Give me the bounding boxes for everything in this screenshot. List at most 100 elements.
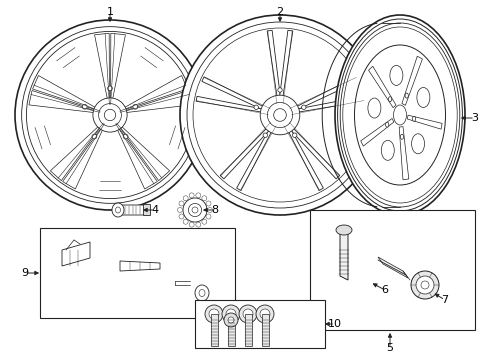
Text: 1: 1 [106, 7, 114, 17]
Ellipse shape [196, 193, 201, 198]
Ellipse shape [26, 31, 194, 199]
Polygon shape [284, 121, 340, 179]
FancyBboxPatch shape [121, 205, 145, 215]
Text: 9: 9 [22, 268, 28, 278]
Polygon shape [278, 30, 293, 106]
Ellipse shape [400, 134, 404, 139]
Text: 6: 6 [382, 285, 389, 295]
Ellipse shape [416, 276, 434, 294]
Ellipse shape [199, 289, 205, 297]
Ellipse shape [393, 105, 407, 125]
Ellipse shape [98, 104, 122, 126]
Polygon shape [62, 242, 90, 266]
Ellipse shape [278, 88, 282, 92]
Polygon shape [63, 123, 105, 189]
Ellipse shape [239, 305, 257, 323]
Ellipse shape [22, 27, 198, 203]
Ellipse shape [386, 122, 389, 127]
Ellipse shape [413, 116, 416, 121]
Polygon shape [119, 90, 191, 113]
Ellipse shape [108, 86, 112, 91]
Ellipse shape [205, 305, 223, 323]
Ellipse shape [133, 104, 138, 109]
Text: 3: 3 [471, 113, 479, 123]
Text: 2: 2 [276, 7, 284, 17]
Ellipse shape [335, 15, 465, 215]
Ellipse shape [206, 214, 211, 219]
Polygon shape [284, 122, 323, 190]
Ellipse shape [192, 207, 198, 213]
Ellipse shape [389, 97, 392, 102]
Ellipse shape [93, 98, 127, 132]
Ellipse shape [338, 19, 463, 211]
Polygon shape [237, 122, 276, 190]
Polygon shape [288, 77, 358, 113]
Text: 10: 10 [328, 319, 342, 329]
Ellipse shape [293, 133, 297, 138]
Ellipse shape [301, 105, 306, 109]
Ellipse shape [195, 285, 209, 301]
Ellipse shape [226, 309, 236, 319]
Polygon shape [95, 33, 109, 105]
Ellipse shape [222, 305, 240, 323]
Text: 5: 5 [387, 343, 393, 353]
Ellipse shape [390, 66, 403, 85]
Ellipse shape [411, 271, 439, 299]
Ellipse shape [243, 309, 253, 319]
Ellipse shape [228, 317, 234, 323]
Ellipse shape [183, 219, 188, 224]
Ellipse shape [15, 20, 205, 210]
Text: 7: 7 [441, 295, 448, 305]
Polygon shape [361, 118, 394, 146]
Bar [195, 300, 325, 348]
Polygon shape [407, 115, 442, 129]
Ellipse shape [82, 104, 87, 109]
Ellipse shape [381, 140, 394, 160]
Ellipse shape [207, 207, 213, 212]
Ellipse shape [123, 134, 128, 139]
Polygon shape [50, 122, 104, 181]
Polygon shape [202, 77, 272, 113]
Ellipse shape [183, 196, 188, 201]
Ellipse shape [202, 219, 207, 224]
Ellipse shape [260, 95, 300, 135]
Ellipse shape [405, 93, 408, 98]
Polygon shape [288, 96, 364, 114]
Text: 4: 4 [151, 205, 159, 215]
Ellipse shape [183, 198, 207, 222]
Polygon shape [340, 230, 348, 280]
Ellipse shape [188, 203, 201, 217]
Ellipse shape [263, 133, 268, 138]
Ellipse shape [274, 109, 286, 121]
Polygon shape [111, 33, 125, 105]
Ellipse shape [209, 309, 219, 319]
Ellipse shape [421, 281, 429, 289]
Ellipse shape [92, 134, 97, 139]
Polygon shape [120, 261, 160, 271]
Polygon shape [29, 90, 101, 113]
Polygon shape [368, 66, 396, 108]
Ellipse shape [180, 15, 380, 215]
Polygon shape [32, 76, 101, 112]
Ellipse shape [336, 225, 352, 235]
Ellipse shape [202, 196, 207, 201]
Bar [245, 314, 251, 346]
Ellipse shape [187, 22, 373, 208]
Ellipse shape [177, 207, 182, 212]
Ellipse shape [340, 23, 460, 207]
Ellipse shape [112, 203, 124, 217]
Ellipse shape [268, 102, 293, 127]
Ellipse shape [193, 28, 367, 202]
Ellipse shape [256, 305, 274, 323]
Text: 8: 8 [212, 205, 219, 215]
Bar [310, 210, 475, 330]
Polygon shape [267, 30, 281, 106]
Ellipse shape [116, 207, 121, 213]
Ellipse shape [254, 105, 258, 109]
Polygon shape [220, 121, 276, 179]
Bar [211, 314, 218, 346]
Ellipse shape [354, 45, 445, 185]
Ellipse shape [179, 214, 184, 219]
Ellipse shape [196, 222, 201, 227]
Polygon shape [119, 76, 188, 112]
